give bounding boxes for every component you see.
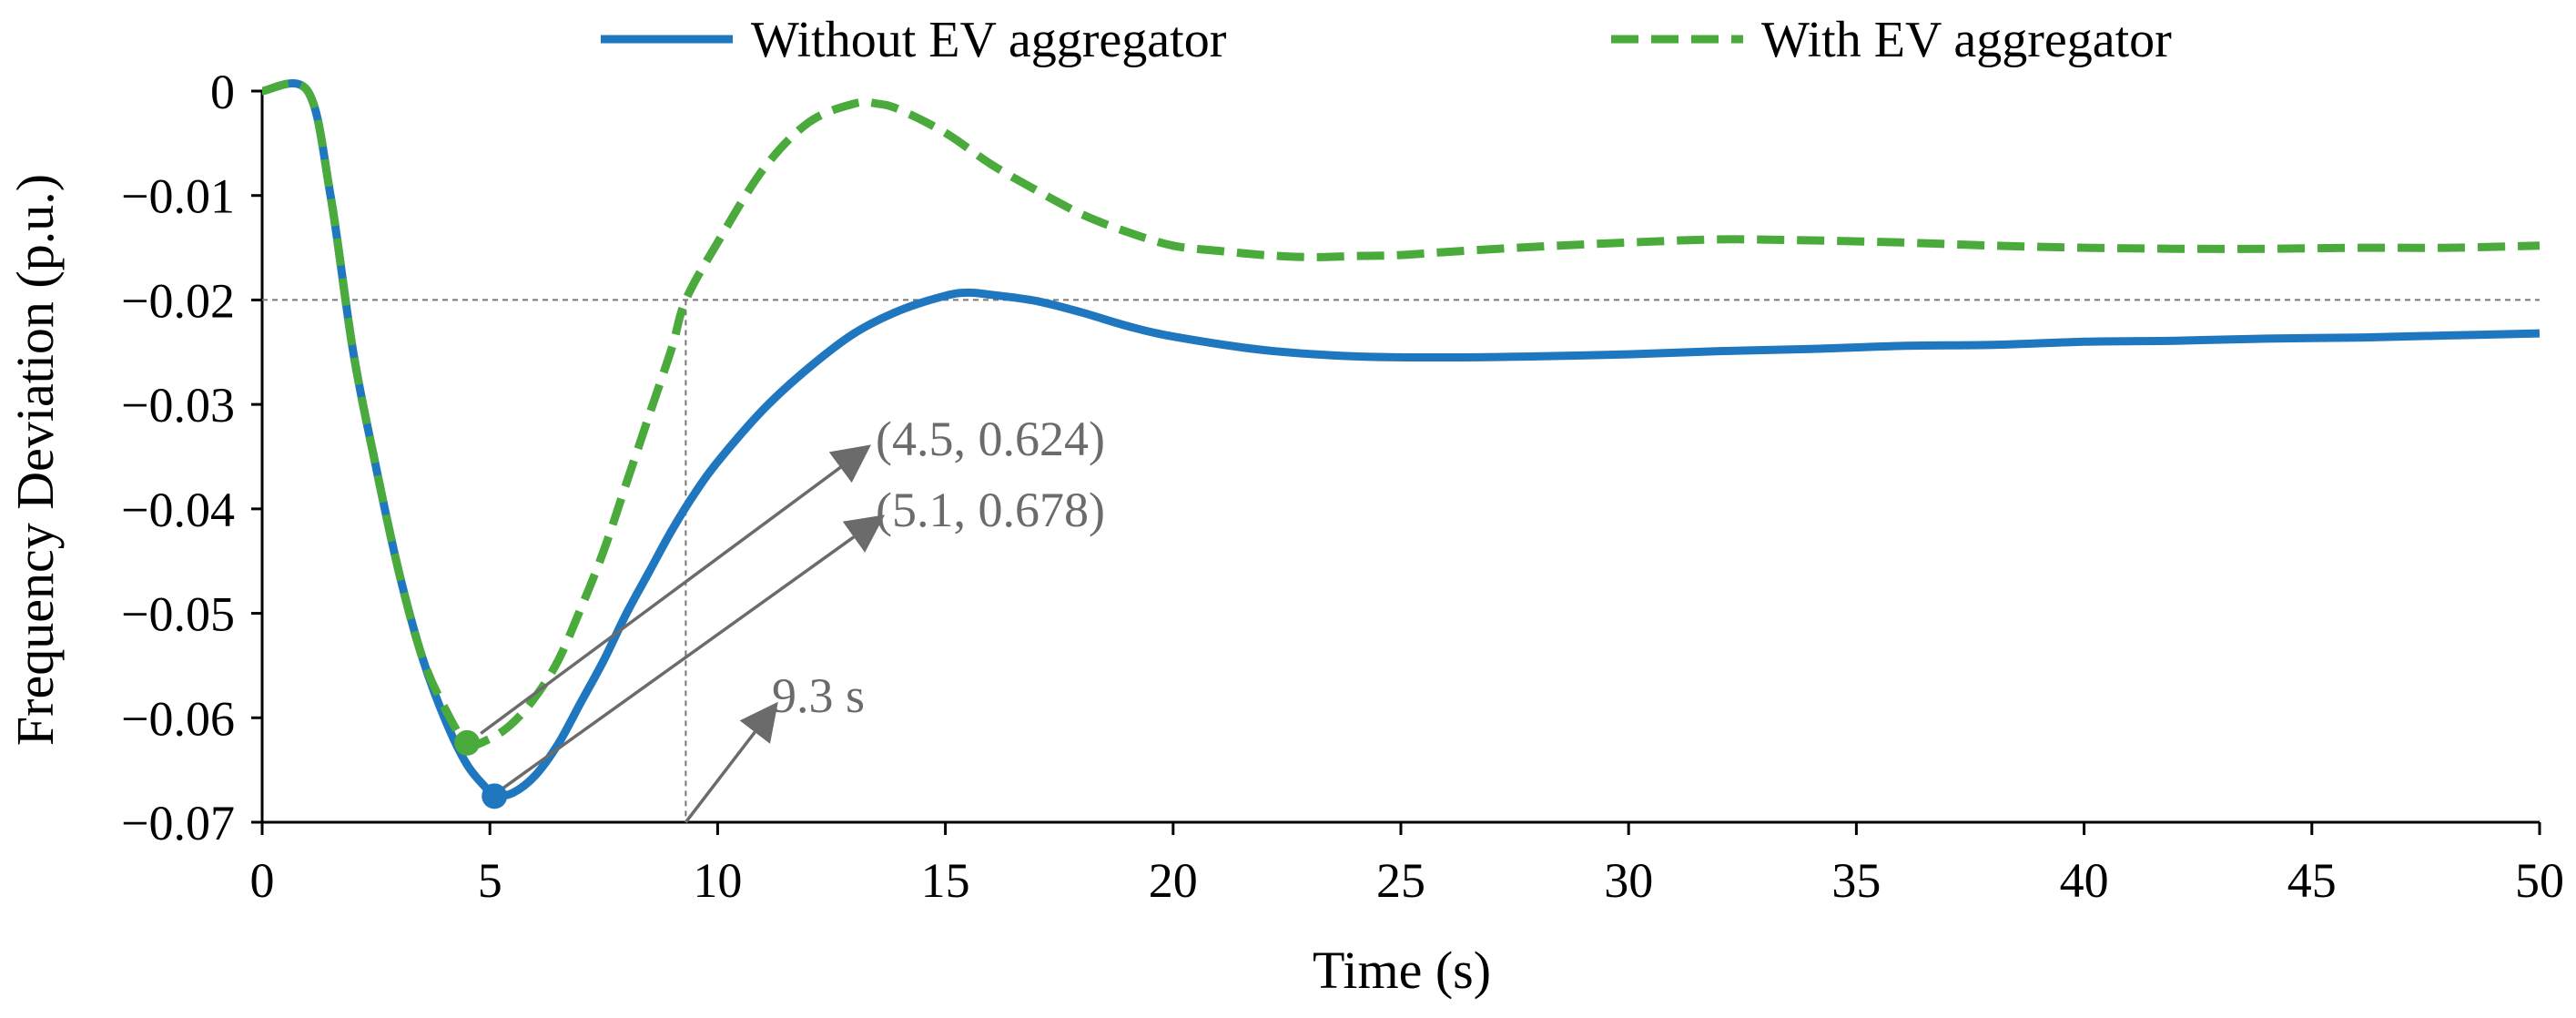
x-tick-label: 0 — [250, 853, 275, 908]
x-tick-label: 5 — [478, 853, 502, 908]
x-tick-label: 20 — [1149, 853, 1198, 908]
legend-label-with-ev: With EV aggregator — [1761, 12, 2172, 68]
y-axis-title: Frequency Deviation (p.u.) — [5, 174, 65, 746]
tick-labels: 0 5 10 15 20 25 30 35 40 45 50 0 −0.01 −0.02 −0.03 −0.0… — [121, 65, 2564, 908]
annotation-arrow — [480, 444, 871, 735]
annotations: (4.5, 0.624) (5.1, 0.678) 9.3 s — [480, 412, 1105, 824]
y-tick-label: −0.07 — [121, 796, 235, 850]
y-tick-label: −0.06 — [121, 691, 235, 746]
x-tick-label: 45 — [2287, 853, 2337, 908]
series-line-with-ev — [261, 79, 2541, 749]
annotation-arrow — [502, 514, 886, 789]
y-tick-label: −0.02 — [121, 273, 235, 328]
x-tick-label: 50 — [2515, 853, 2564, 908]
plot-area — [260, 79, 2541, 824]
legend: Without EV aggregator With EV aggregator — [601, 12, 2172, 68]
y-tick-label: 0 — [210, 65, 235, 119]
y-tick-label: −0.04 — [121, 483, 235, 537]
marker-min-with-ev — [454, 729, 481, 756]
annotation-label: (5.1, 0.678) — [876, 483, 1105, 537]
annotation-label: (4.5, 0.624) — [876, 412, 1105, 466]
x-tick-label: 10 — [693, 853, 742, 908]
y-tick-label: −0.03 — [121, 378, 235, 433]
x-tick-label: 40 — [2060, 853, 2109, 908]
x-tick-label: 25 — [1376, 853, 1425, 908]
legend-label-without-ev: Without EV aggregator — [751, 12, 1227, 68]
annotation-label: 9.3 s — [772, 668, 865, 723]
x-tick-label: 30 — [1604, 853, 1653, 908]
annotation-arrow — [684, 701, 778, 824]
y-tick-label: −0.01 — [121, 169, 235, 224]
x-axis-title: Time (s) — [1313, 941, 1491, 1000]
marker-min-without-ev — [482, 783, 508, 809]
series-line-without-ev — [261, 79, 2541, 800]
x-tick-label: 15 — [921, 853, 970, 908]
x-tick-label: 35 — [1831, 853, 1881, 908]
y-tick-label: −0.05 — [121, 587, 235, 642]
